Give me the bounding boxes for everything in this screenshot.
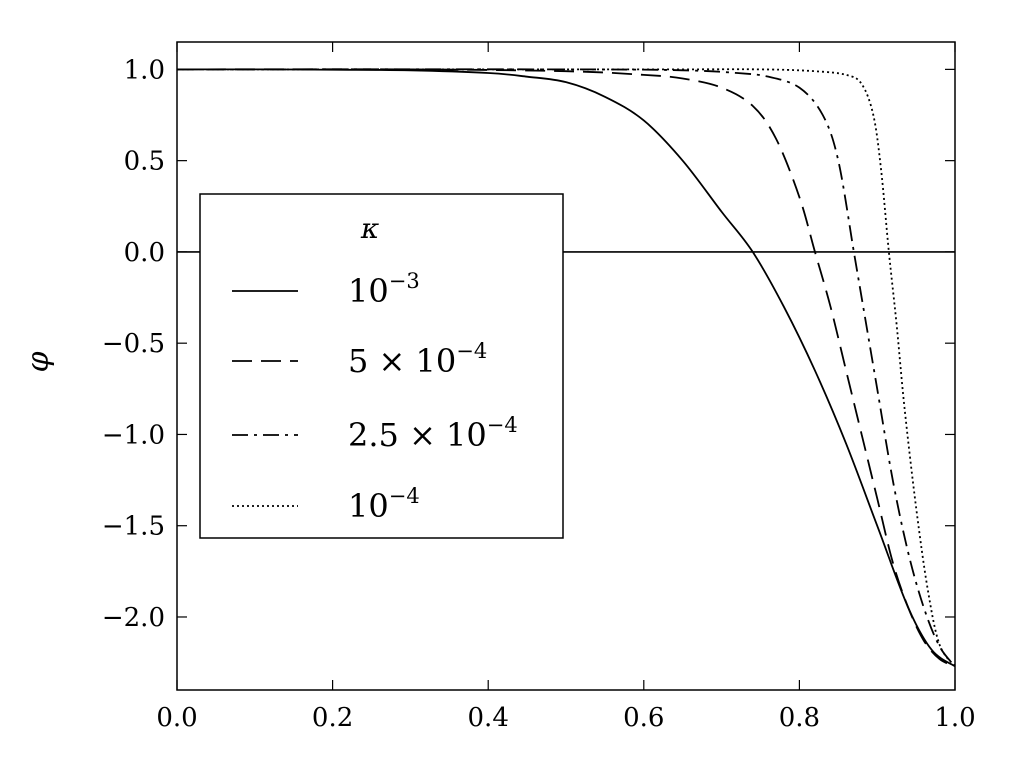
x-axis: 0.0 0.2 0.4 0.6 0.8 1.0 bbox=[156, 42, 976, 733]
legend-title: κ bbox=[360, 212, 379, 245]
legend-label-1: 5 × 10−4 bbox=[348, 339, 487, 380]
legend-label-0-main: 10 bbox=[348, 272, 389, 310]
legend-label-1-main: 5 × 10 bbox=[348, 342, 456, 380]
series-group bbox=[176, 68, 956, 668]
legend-label-3-main: 10 bbox=[348, 487, 389, 525]
legend-label-3-sup: −4 bbox=[389, 484, 420, 508]
legend-label-2: 2.5 × 10−4 bbox=[348, 413, 518, 454]
x-tick-label: 1.0 bbox=[934, 703, 975, 733]
legend-label-2-sup: −4 bbox=[487, 413, 518, 437]
legend-label-2-main: 2.5 × 10 bbox=[348, 416, 487, 454]
x-tick-label: 0.0 bbox=[156, 703, 197, 733]
y-axis: 1.0 0.5 0.0 −0.5 −1.0 −1.5 −2.0 bbox=[102, 55, 955, 633]
x-tick-label: 0.2 bbox=[312, 703, 353, 733]
legend-label-1-sup: −4 bbox=[456, 339, 487, 363]
x-tick-label: 0.6 bbox=[623, 703, 664, 733]
y-axis-label: φ bbox=[21, 351, 56, 372]
series-line-dashdot bbox=[176, 68, 956, 667]
y-tick-label: 1.0 bbox=[124, 55, 165, 85]
y-tick-label: −0.5 bbox=[102, 329, 165, 359]
legend-label-3: 10−4 bbox=[348, 484, 420, 525]
y-tick-label: 0.0 bbox=[124, 238, 165, 268]
series-line-dashed bbox=[176, 68, 956, 668]
plot-frame bbox=[176, 41, 956, 691]
legend-label-0-sup: −3 bbox=[389, 269, 420, 293]
legend-label-0: 10−3 bbox=[348, 269, 420, 310]
legend-box bbox=[199, 193, 564, 539]
legend: κ 10−3 5 × 10−4 2.5 × 10−4 10−4 bbox=[199, 193, 564, 539]
y-tick-label: −1.5 bbox=[102, 512, 165, 542]
y-tick-label: 0.5 bbox=[124, 147, 165, 177]
y-tick-label: −2.0 bbox=[102, 603, 165, 633]
x-tick-label: 0.8 bbox=[779, 703, 820, 733]
y-tick-label: −1.0 bbox=[102, 420, 165, 450]
x-tick-label: 0.4 bbox=[468, 703, 509, 733]
